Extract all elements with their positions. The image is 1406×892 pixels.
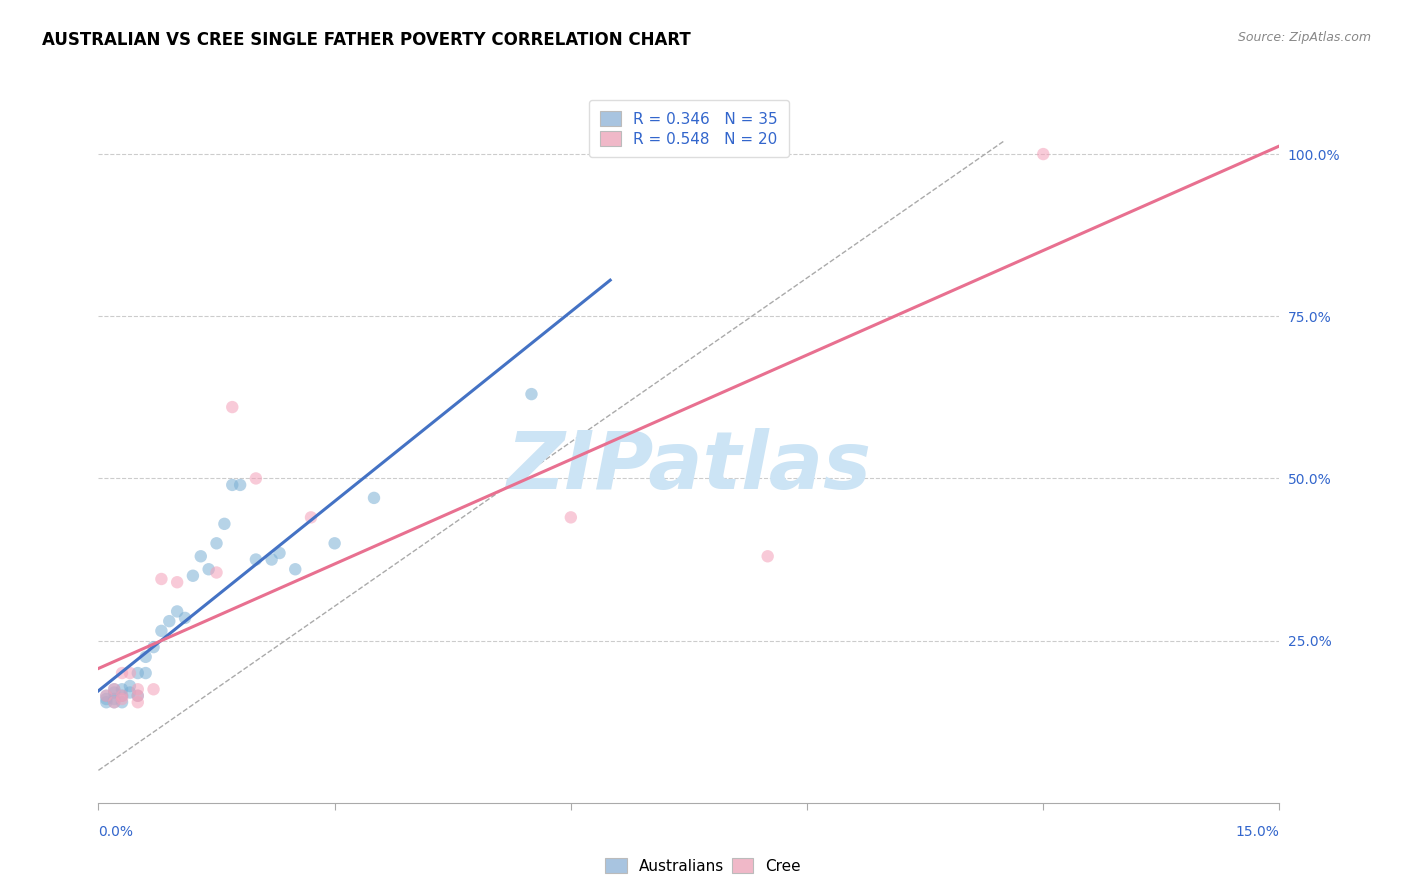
Point (205, 566, 228, 580)
Point (323, 536, 346, 550)
Point (284, 562, 307, 576)
Point (103, 692, 125, 706)
Point (111, 689, 134, 703)
Point (103, 682, 125, 697)
Point (150, 624, 173, 638)
Point (96, 689, 118, 703)
Point (197, 562, 219, 576)
Text: Source: ZipAtlas.com: Source: ZipAtlas.com (1237, 31, 1371, 45)
Point (299, 510, 322, 524)
Point (103, 682, 125, 697)
Point (260, 552, 283, 566)
Point (214, 516, 236, 531)
Text: 0.0%: 0.0% (98, 825, 134, 839)
Point (174, 611, 197, 625)
Point (205, 536, 228, 550)
Point (157, 614, 180, 628)
Point (127, 666, 149, 681)
Point (269, 546, 291, 560)
Point (111, 666, 134, 681)
Point (135, 649, 157, 664)
Point (245, 471, 267, 485)
Text: 15.0%: 15.0% (1236, 825, 1279, 839)
Point (363, 491, 385, 505)
Point (111, 682, 134, 697)
Point (135, 666, 157, 681)
Point (118, 666, 141, 681)
Point (96, 692, 118, 706)
Point (111, 695, 134, 709)
Point (118, 679, 141, 693)
Point (118, 685, 141, 699)
Point (127, 689, 149, 703)
Point (111, 692, 134, 706)
Point (142, 682, 165, 697)
Text: AUSTRALIAN VS CREE SINGLE FATHER POVERTY CORRELATION CHART: AUSTRALIAN VS CREE SINGLE FATHER POVERTY… (42, 31, 690, 49)
Point (756, 549, 779, 564)
Point (127, 682, 149, 697)
Point (166, 575, 188, 590)
Point (127, 695, 149, 709)
Text: ZIPatlas: ZIPatlas (506, 428, 872, 507)
Legend: R = 0.346   N = 35, R = 0.548   N = 20: R = 0.346 N = 35, R = 0.548 N = 20 (589, 101, 789, 157)
Point (560, 510, 582, 524)
Point (150, 572, 173, 586)
Point (245, 552, 267, 566)
Point (96, 695, 118, 709)
Point (127, 689, 149, 703)
Point (229, 478, 252, 492)
Point (190, 549, 212, 564)
Point (96, 689, 118, 703)
Point (221, 478, 243, 492)
Point (103, 685, 125, 699)
Point (221, 400, 243, 414)
Point (111, 689, 134, 703)
Point (103, 695, 125, 709)
Point (103, 695, 125, 709)
Point (520, 387, 543, 401)
Point (142, 640, 165, 654)
Point (166, 604, 188, 618)
Legend: Australians, Cree: Australians, Cree (599, 852, 807, 880)
Point (1032, 147, 1054, 161)
Point (181, 568, 204, 582)
